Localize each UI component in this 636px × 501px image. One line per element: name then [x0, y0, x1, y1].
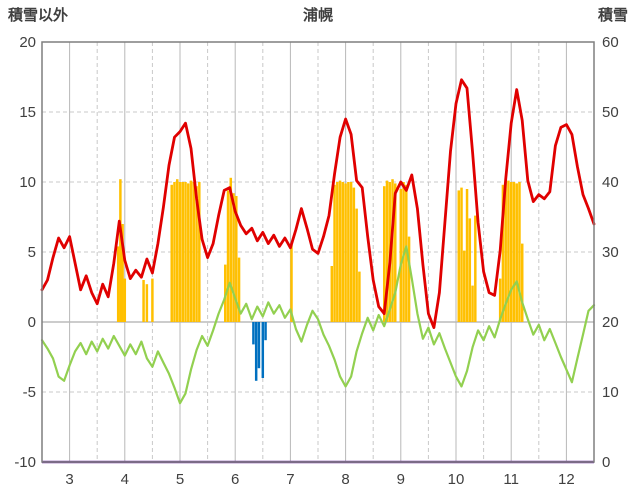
x-axis-tick: 6 [231, 471, 239, 488]
blue-bars [261, 322, 265, 378]
orange-bars [352, 187, 356, 322]
orange-bars [198, 182, 201, 322]
chart-title: 浦幌 [302, 7, 333, 24]
orange-bars [507, 180, 510, 322]
blue-bars [257, 322, 261, 369]
orange-bars [394, 183, 397, 322]
orange-bars [358, 271, 361, 322]
left-axis-title: 積雪以外 [8, 7, 69, 24]
orange-bars [142, 280, 145, 322]
left-axis-tick: 10 [19, 174, 36, 191]
orange-bars [145, 284, 149, 322]
orange-bars [460, 187, 463, 322]
orange-bars [405, 184, 408, 322]
red-line [40, 78, 596, 330]
left-axis-tick: 0 [28, 314, 36, 331]
plot-border [41, 41, 595, 463]
orange-bars [173, 182, 176, 322]
right-axis-tick: 0 [602, 454, 610, 471]
left-axis-tick: -10 [14, 454, 36, 471]
orange-bars [123, 278, 127, 322]
right-axis-tick: 50 [602, 104, 619, 121]
orange-bars [229, 177, 233, 322]
orange-bars [498, 278, 502, 322]
blue-bars [254, 322, 258, 381]
orange-bars [235, 196, 238, 322]
orange-bars [181, 182, 185, 322]
left-axis-tick: 15 [19, 104, 36, 121]
x-axis-tick: 8 [341, 471, 349, 488]
right-axis-title: 積雪 [597, 7, 628, 24]
orange-bars [501, 184, 505, 322]
orange-bars [457, 190, 461, 322]
orange-bars [237, 257, 241, 322]
orange-bars [178, 182, 182, 322]
orange-bars [504, 182, 507, 322]
orange-bars [232, 193, 235, 322]
right-axis-tick: 60 [602, 34, 619, 51]
orange-bars [382, 186, 386, 322]
left-axis-tick: 5 [28, 244, 36, 261]
x-axis-tick: 11 [503, 471, 519, 488]
x-axis-tick: 3 [65, 471, 73, 488]
orange-bars [355, 208, 358, 322]
orange-bars [471, 285, 474, 322]
orange-bars [344, 183, 347, 322]
orange-bars [116, 246, 120, 322]
blue-bars [264, 322, 267, 341]
orange-bars [349, 182, 353, 322]
orange-bars [391, 179, 394, 322]
x-axis-tick: 7 [286, 471, 294, 488]
green-line [40, 245, 596, 405]
orange-bars [399, 189, 403, 322]
left-axis-tick: 20 [19, 34, 36, 51]
orange-bars [192, 182, 196, 322]
orange-bars [465, 189, 469, 322]
orange-bars [518, 182, 521, 322]
orange-bars [151, 278, 154, 322]
orange-bars [290, 245, 293, 322]
orange-bars [468, 218, 472, 322]
orange-bars [121, 224, 124, 322]
x-axis-tick: 9 [397, 471, 405, 488]
orange-bars [474, 215, 477, 322]
x-axis-tick: 4 [121, 471, 129, 488]
orange-bars [347, 182, 350, 322]
blue-bars [252, 322, 255, 345]
orange-bars [175, 179, 179, 322]
right-axis-tick: 10 [602, 384, 619, 401]
orange-bars [187, 183, 190, 322]
x-axis-tick: 12 [558, 471, 575, 488]
orange-bars [226, 190, 230, 322]
orange-bars [520, 243, 524, 322]
orange-bars [170, 184, 173, 322]
orange-bars [385, 180, 389, 322]
right-axis-tick: 30 [602, 244, 619, 261]
orange-bars [189, 180, 193, 322]
orange-bars [512, 182, 516, 322]
orange-bars [184, 182, 187, 322]
orange-bars [195, 186, 198, 322]
orange-bars [338, 180, 342, 322]
orange-bars [333, 184, 336, 322]
left-axis-tick: -5 [23, 384, 36, 401]
x-axis-tick: 10 [448, 471, 465, 488]
orange-bars [463, 250, 466, 322]
orange-bars [341, 182, 345, 322]
orange-bars [407, 236, 411, 322]
orange-bars [330, 266, 334, 322]
orange-bars [509, 182, 513, 322]
orange-bars [336, 182, 339, 322]
orange-bars [119, 179, 122, 322]
right-axis-tick: 20 [602, 314, 619, 331]
orange-bars [515, 183, 518, 322]
right-axis-tick: 40 [602, 174, 619, 191]
x-axis-tick: 5 [176, 471, 184, 488]
